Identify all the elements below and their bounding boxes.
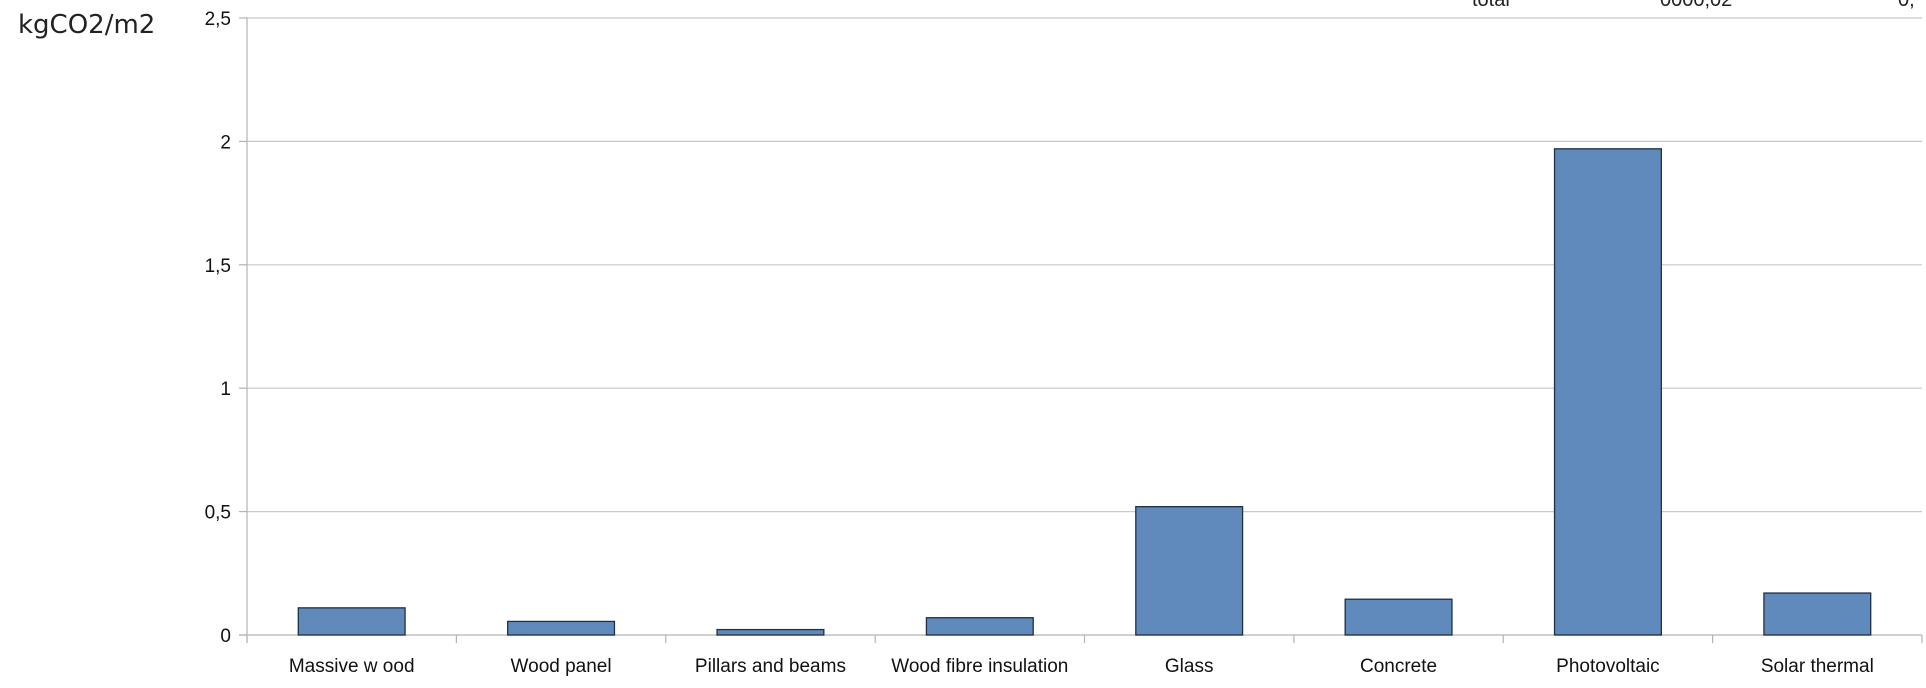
cut-off-text-value: 0000,02 (1660, 0, 1733, 11)
cut-off-text-right: 0, (1898, 0, 1915, 11)
bar-4 (1135, 506, 1244, 636)
bar-7 (1763, 592, 1872, 636)
bar-5 (1344, 598, 1453, 636)
x-tick-label-3: Wood fibre insulation (891, 656, 1068, 677)
y-tick-label-2: 1 (220, 379, 231, 400)
y-tick-label-3: 1,5 (205, 256, 231, 277)
x-tick-label-2: Pillars and beams (695, 656, 846, 677)
x-tick-label-0: Massive w ood (289, 656, 415, 677)
bar-2 (716, 628, 825, 636)
y-axis-label: kgCO2/m2 (18, 10, 156, 40)
x-tick-label-1: Wood panel (511, 656, 612, 677)
bar-3 (925, 617, 1034, 636)
y-tick-label-0: 0 (220, 626, 231, 647)
y-tick-label-4: 2 (220, 132, 231, 153)
x-tick-label-4: Glass (1165, 656, 1214, 677)
bar-1 (507, 620, 616, 636)
x-tick-label-6: Photovoltaic (1556, 656, 1660, 677)
bar-0 (297, 607, 406, 636)
cut-off-text-total: total (1472, 0, 1510, 11)
bar-6 (1553, 148, 1662, 636)
y-tick-label-1: 0,5 (205, 503, 231, 524)
x-tick-label-7: Solar thermal (1761, 656, 1874, 677)
x-tick-label-5: Concrete (1360, 656, 1437, 677)
y-tick-label-5: 2,5 (205, 9, 231, 30)
